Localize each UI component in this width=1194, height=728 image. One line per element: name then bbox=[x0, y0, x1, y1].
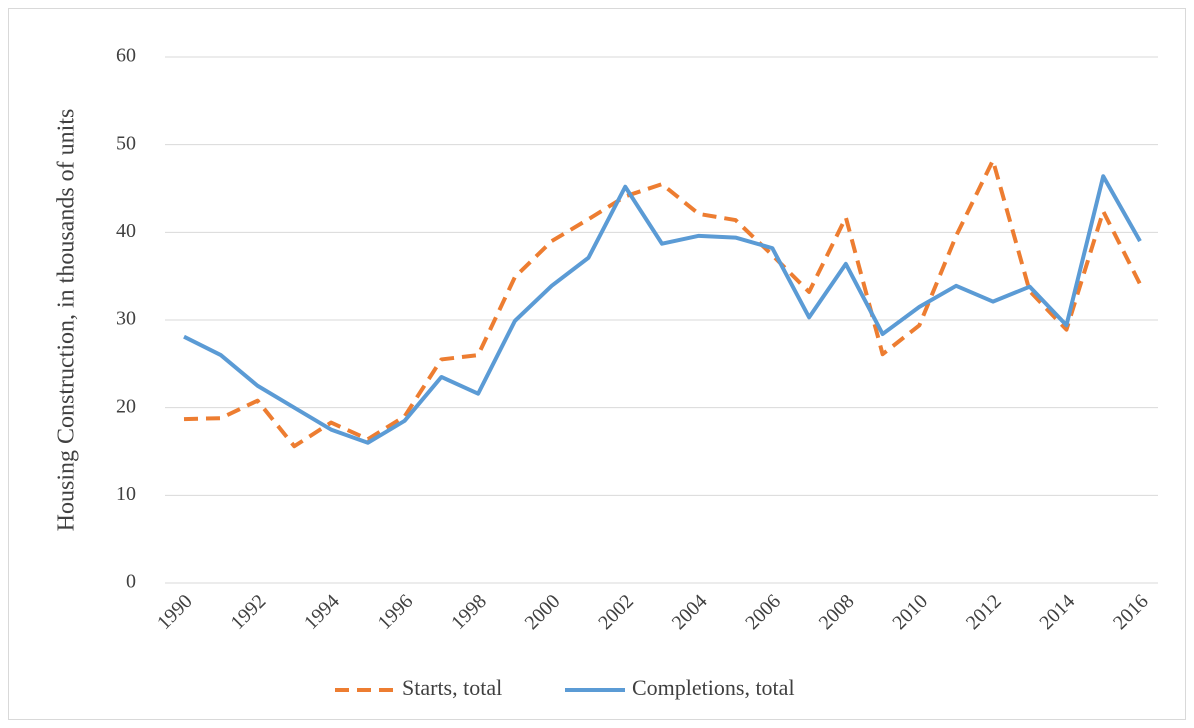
legend-label: Starts, total bbox=[402, 675, 502, 700]
y-axis-title: Housing Construction, in thousands of un… bbox=[54, 109, 80, 532]
y-tick-label: 40 bbox=[116, 220, 136, 242]
y-tick-label: 50 bbox=[116, 132, 136, 154]
series-line bbox=[183, 158, 1142, 449]
y-tick-label: 30 bbox=[116, 308, 136, 330]
y-tick-label: 20 bbox=[116, 395, 136, 417]
y-tick-label: 10 bbox=[116, 483, 136, 505]
y-tick-label: 60 bbox=[116, 45, 136, 67]
series-line bbox=[183, 174, 1142, 445]
y-tick-label: 0 bbox=[126, 571, 136, 593]
chart-frame bbox=[8, 8, 1186, 720]
legend-label: Completions, total bbox=[632, 675, 795, 700]
